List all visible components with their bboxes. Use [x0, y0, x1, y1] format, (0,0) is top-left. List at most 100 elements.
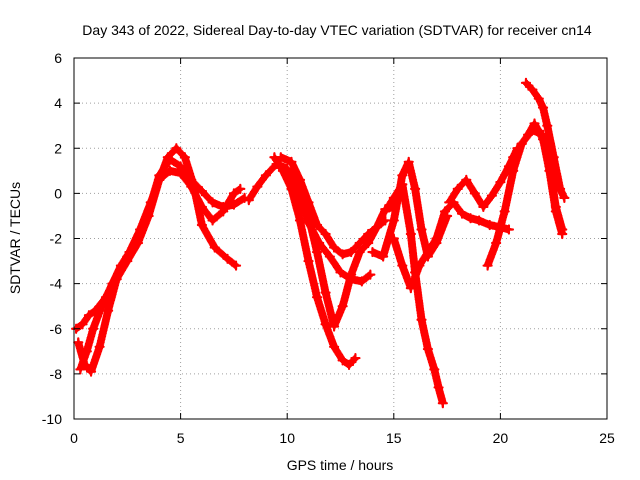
- series-sat-track-7: [286, 170, 399, 332]
- y-tick-label: -4: [50, 276, 63, 292]
- data-point: [473, 215, 485, 226]
- data-point: [85, 366, 97, 377]
- data-point: [461, 174, 472, 185]
- data-point: [350, 352, 361, 364]
- y-tick-label: -2: [50, 231, 63, 247]
- data-point: [363, 237, 374, 249]
- data-point: [154, 174, 165, 185]
- data-point: [537, 102, 549, 113]
- x-tick-label: 20: [493, 430, 509, 446]
- y-tick-label: 4: [54, 95, 62, 111]
- data-point: [433, 382, 444, 393]
- data-point: [527, 84, 538, 95]
- data-point: [429, 364, 440, 375]
- data-point: [230, 260, 242, 271]
- data-point: [516, 138, 527, 149]
- series-sat-track-5: [269, 152, 361, 370]
- data-point: [294, 215, 306, 226]
- x-axis-ticks: 0 5 10 15 20 25: [70, 58, 615, 446]
- data-point: [115, 260, 127, 271]
- data-point: [337, 249, 348, 260]
- data-point: [196, 186, 208, 197]
- y-tick-label: -10: [42, 411, 62, 427]
- data-point: [320, 287, 331, 298]
- data-point: [320, 228, 331, 240]
- data-point: [286, 156, 297, 167]
- data-point: [209, 242, 220, 253]
- data-point: [75, 364, 86, 375]
- x-tick-label: 15: [386, 430, 402, 446]
- data-point: [179, 152, 190, 163]
- data-point: [444, 197, 455, 208]
- data-point: [354, 237, 365, 249]
- data-point: [405, 228, 416, 240]
- data-point: [73, 337, 84, 348]
- data-point: [482, 260, 493, 271]
- data-point: [77, 319, 88, 330]
- data-point: [286, 170, 297, 181]
- data-point: [335, 267, 346, 278]
- data-point: [164, 154, 176, 165]
- series-sat-track-14: [520, 77, 570, 203]
- data-point: [414, 260, 425, 271]
- data-point: [542, 120, 553, 131]
- data-point: [103, 305, 114, 316]
- data-point: [343, 359, 355, 370]
- data-point: [367, 246, 378, 258]
- data-point: [260, 170, 271, 181]
- x-axis-label: GPS time / hours: [287, 457, 394, 473]
- data-point: [329, 321, 340, 332]
- data-point: [559, 192, 570, 203]
- data-point: [550, 206, 561, 217]
- data-point: [243, 195, 254, 206]
- data-point: [329, 341, 340, 352]
- data-point: [422, 246, 434, 258]
- data-point: [484, 219, 495, 231]
- data-point: [311, 246, 323, 258]
- data-point: [405, 283, 416, 294]
- data-point: [520, 77, 532, 88]
- data-point: [529, 118, 540, 129]
- series-sat-track-11: [444, 143, 523, 213]
- series-sat-track-8: [380, 179, 448, 409]
- data-point: [134, 224, 146, 235]
- data-point: [410, 183, 421, 194]
- data-point: [416, 314, 427, 325]
- data-point: [380, 206, 391, 217]
- grid-lines: [74, 58, 607, 419]
- data-point: [252, 181, 263, 192]
- y-tick-label: 0: [54, 185, 62, 201]
- y-axis-ticks: -10 -8 -6 -4 -2 0 2 4 6: [42, 50, 607, 427]
- data-point: [303, 255, 314, 267]
- data-point: [478, 201, 489, 213]
- data-point: [311, 292, 323, 303]
- data-point: [186, 181, 197, 192]
- data-point: [371, 222, 382, 233]
- data-point: [303, 210, 314, 222]
- data-point: [107, 278, 118, 289]
- data-point: [235, 183, 246, 194]
- data-point: [88, 323, 99, 334]
- x-tick-label: 25: [599, 430, 615, 446]
- data-point: [275, 152, 286, 163]
- data-point: [403, 156, 414, 167]
- data-point: [437, 398, 448, 409]
- data-point: [365, 269, 376, 280]
- data-point: [356, 276, 367, 287]
- y-tick-label: 2: [54, 140, 62, 156]
- data-point: [196, 219, 208, 231]
- data-point: [508, 165, 519, 176]
- data-point: [491, 237, 502, 249]
- data-point: [397, 170, 408, 181]
- data-point: [337, 301, 348, 312]
- data-point: [175, 167, 186, 179]
- data-point: [456, 208, 468, 219]
- series-layer: [71, 77, 570, 409]
- data-point: [83, 310, 95, 321]
- series-markers: [270, 153, 360, 369]
- data-point: [294, 183, 306, 194]
- x-tick-label: 0: [70, 430, 78, 446]
- data-point: [431, 233, 442, 244]
- data-point: [218, 206, 229, 217]
- y-axis-label: SDTVAR / TECUs: [7, 182, 23, 294]
